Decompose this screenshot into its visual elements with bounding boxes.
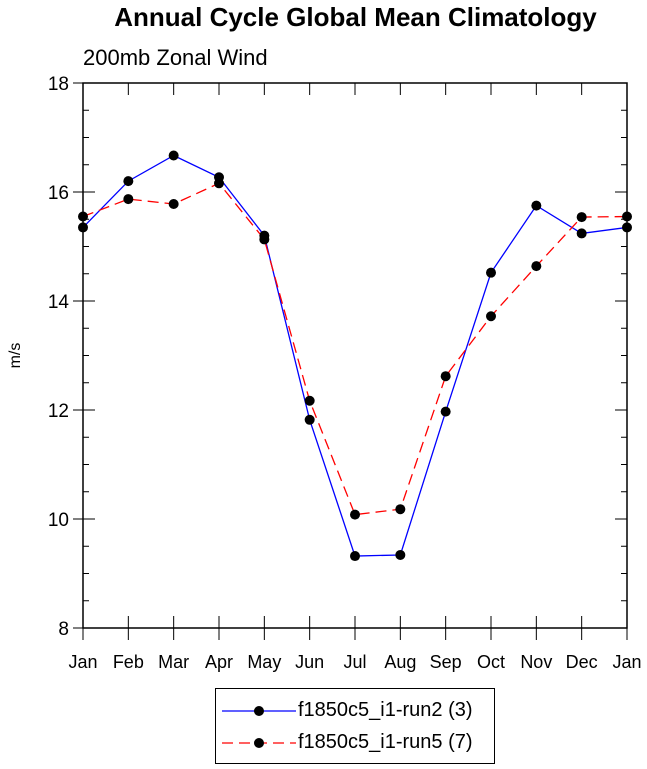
data-point-series-2 xyxy=(350,509,360,520)
legend-item-run2: f1850c5_i1-run2 (3) xyxy=(216,697,494,725)
data-point-series-1 xyxy=(576,228,587,239)
data-point-series-2 xyxy=(304,395,315,406)
legend-label-run2: f1850c5_i1-run2 (3) xyxy=(298,699,473,721)
data-point-series-2 xyxy=(576,212,587,223)
y-tick-label: 8 xyxy=(58,619,69,640)
x-tick-labels: Jan Feb Mar Apr May Jun Jul Aug Sep Oct Nov Dec Jan xyxy=(68,652,641,672)
x-tick-label: Sep xyxy=(430,652,462,672)
data-point-series-1 xyxy=(168,150,179,161)
data-point-series-2 xyxy=(214,178,224,189)
y-tick-label: 16 xyxy=(48,183,69,204)
data-point-series-1 xyxy=(395,549,406,560)
legend-label-run5: f1850c5_i1-run5 (7) xyxy=(298,731,473,753)
series-line-1 xyxy=(82,154,628,557)
series-line-2 xyxy=(82,182,628,516)
x-tick-label: Dec xyxy=(566,652,598,672)
x-tick-label: Mar xyxy=(158,652,189,672)
data-point-series-2 xyxy=(259,234,270,245)
data-point-series-2 xyxy=(531,261,542,272)
x-tick-label: Aug xyxy=(384,652,416,672)
legend-item-run5: f1850c5_i1-run5 (7) xyxy=(216,729,494,757)
data-point-series-2 xyxy=(123,194,134,205)
x-tick-label: Jul xyxy=(343,652,366,672)
y-tick-labels: 8 10 12 14 16 18 xyxy=(48,74,70,640)
chart-subtitle: 200mb Zonal Wind xyxy=(83,45,268,70)
y-tick-label: 12 xyxy=(48,401,69,422)
x-tick-label: Jan xyxy=(612,652,641,672)
axis-ticks xyxy=(73,82,628,640)
x-tick-label: Jun xyxy=(295,652,324,672)
x-tick-label: Feb xyxy=(113,652,144,672)
data-point-series-2 xyxy=(395,504,406,515)
legend: f1850c5_i1-run2 (3) f1850c5_i1-run5 (7) xyxy=(215,688,495,764)
data-point-series-1 xyxy=(531,200,542,211)
data-point-series-1 xyxy=(123,176,134,187)
y-tick-label: 18 xyxy=(48,74,69,95)
data-point-series-1 xyxy=(304,414,315,425)
y-tick-label: 10 xyxy=(48,510,69,531)
data-point-series-1 xyxy=(486,267,496,278)
legend-swatch-run2 xyxy=(222,706,296,716)
y-axis-label: m/s xyxy=(7,343,24,369)
data-point-series-1 xyxy=(440,406,451,417)
series-layer xyxy=(78,150,632,562)
plot-frame xyxy=(82,82,628,629)
legend-swatch-run5 xyxy=(222,738,296,748)
data-point-series-1 xyxy=(350,551,360,562)
x-tick-label: Apr xyxy=(205,652,233,672)
data-point-series-2 xyxy=(486,311,496,322)
x-tick-label: Oct xyxy=(477,652,505,672)
chart-title: Annual Cycle Global Mean Climatology xyxy=(114,2,597,32)
data-point-series-2 xyxy=(440,371,451,382)
x-tick-label: May xyxy=(247,652,281,672)
data-point-series-2 xyxy=(168,198,179,209)
x-tick-label: Nov xyxy=(520,652,552,672)
x-tick-label: Jan xyxy=(68,652,97,672)
y-tick-label: 14 xyxy=(48,292,70,313)
